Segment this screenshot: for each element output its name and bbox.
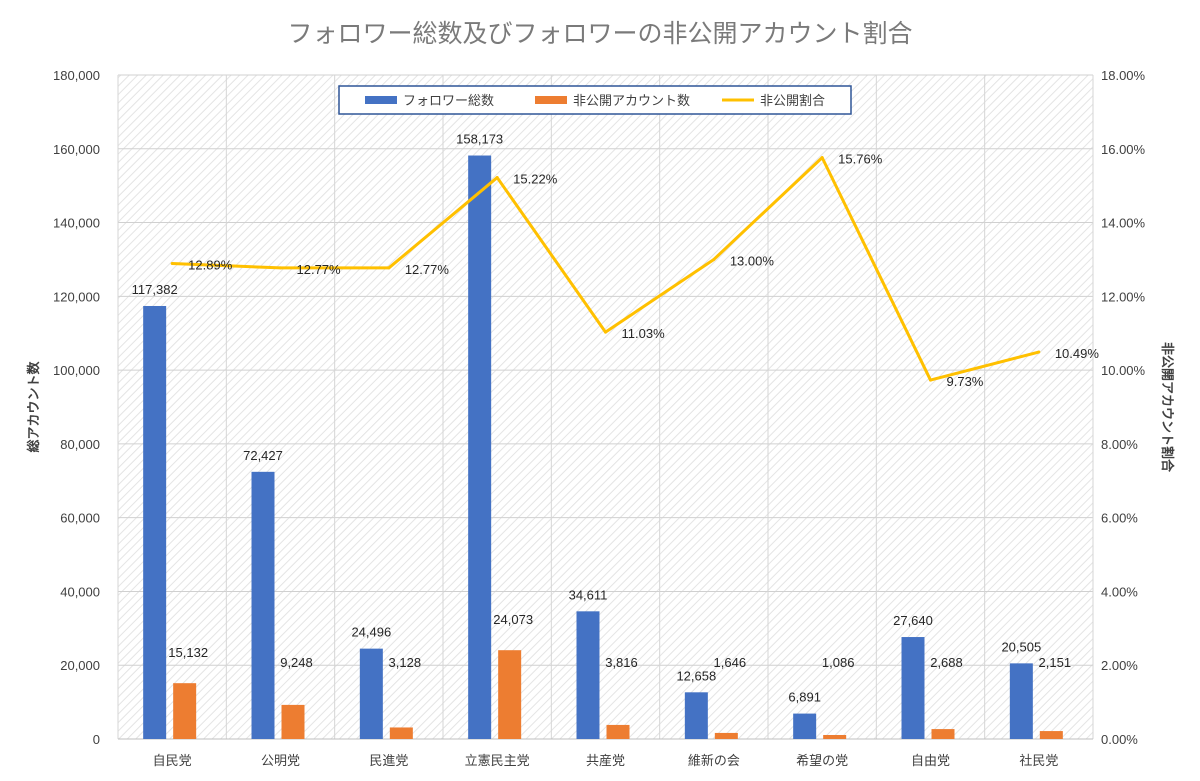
bar-data-label: 2,688 (930, 655, 963, 670)
y2-tick-label: 4.00% (1101, 584, 1138, 599)
y2-tick-label: 6.00% (1101, 511, 1138, 526)
bar-followers (143, 305, 167, 739)
legend-label: 非公開アカウント数 (573, 94, 690, 109)
bar-data-label: 27,640 (893, 613, 933, 628)
bar-followers (684, 692, 708, 739)
y2-tick-label: 0.00% (1101, 732, 1138, 747)
line-data-label: 11.03% (622, 326, 666, 341)
x-category-label: 公明党 (261, 754, 300, 769)
line-point (929, 378, 932, 382)
y-tick-label: 140,000 (53, 216, 100, 231)
bar-followers (1009, 663, 1033, 739)
legend-label: 非公開割合 (760, 93, 825, 109)
y-tick-label: 120,000 (53, 289, 100, 304)
bar-data-label: 20,505 (1001, 639, 1041, 654)
bar-data-label: 1,086 (822, 655, 855, 670)
bar-data-label: 24,073 (493, 612, 533, 627)
line-data-label: 12.77% (297, 262, 342, 277)
line-point (820, 156, 824, 160)
line-point (495, 176, 499, 180)
bar-private (823, 734, 847, 739)
bar-data-label: 2,151 (1039, 655, 1072, 670)
legend-box (338, 85, 852, 115)
line-data-label: 10.49% (1055, 346, 1100, 361)
legend-swatch (365, 96, 397, 104)
bar-data-label: 3,816 (605, 655, 638, 670)
bar-followers (901, 637, 925, 739)
x-category-label: 希望の党 (796, 753, 848, 769)
bar-data-label: 34,611 (569, 587, 608, 602)
y2-axis-title: 非公開アカウント割合 (1159, 342, 1175, 473)
line-data-label: 9.73% (947, 374, 984, 389)
legend-label: フォロワー総数 (403, 94, 494, 109)
bar-followers (251, 471, 275, 739)
x-category-label: 民進党 (369, 754, 408, 769)
bar-data-label: 117,382 (132, 282, 178, 297)
y2-tick-label: 16.00% (1101, 142, 1146, 157)
bar-data-label: 9,248 (280, 655, 313, 670)
y2-tick-label: 10.00% (1101, 363, 1146, 378)
bar-private (498, 650, 522, 739)
bar-followers (793, 713, 817, 739)
y-tick-label: 20,000 (60, 658, 100, 673)
y-tick-label: 80,000 (60, 437, 100, 452)
y2-tick-label: 2.00% (1101, 658, 1138, 673)
bar-data-label: 6,891 (788, 690, 821, 705)
bar-private (1039, 731, 1063, 739)
bar-data-label: 3,128 (389, 655, 422, 670)
y-tick-label: 100,000 (53, 363, 100, 378)
line-data-label: 15.22% (513, 172, 558, 187)
bar-private (714, 732, 738, 739)
bar-data-label: 72,427 (243, 448, 283, 463)
line-data-label: 13.00% (730, 253, 775, 268)
x-category-label: 維新の会 (688, 753, 740, 769)
bar-data-label: 1,646 (714, 655, 747, 670)
y2-tick-label: 12.00% (1101, 289, 1146, 304)
line-point (604, 330, 607, 334)
y2-tick-label: 18.00% (1101, 68, 1146, 83)
y-axis-title: 総アカウント数 (26, 361, 42, 453)
x-category-label: 共産党 (586, 753, 625, 769)
bar-followers (359, 648, 383, 739)
line-point (387, 266, 391, 270)
line-point (170, 262, 174, 266)
bar-private (389, 727, 413, 739)
y2-tick-label: 14.00% (1101, 216, 1146, 231)
bar-private (173, 683, 197, 739)
y-tick-label: 60,000 (60, 511, 100, 526)
y-tick-label: 180,000 (53, 68, 100, 83)
bar-data-label: 15,132 (168, 645, 208, 660)
line-point (279, 266, 282, 270)
x-category-label: 自由党 (911, 754, 950, 769)
chart-title: フォロワー総数及びフォロワーの非公開アカウント割合 (287, 19, 912, 48)
line-data-label: 15.76% (838, 152, 883, 167)
line-point (712, 257, 716, 261)
bar-private (606, 724, 630, 739)
bar-followers (576, 611, 600, 739)
x-category-label: 社民党 (1019, 753, 1058, 769)
y-tick-label: 0 (93, 732, 100, 747)
y-tick-label: 40,000 (60, 584, 100, 599)
line-data-label: 12.89% (188, 258, 233, 273)
bar-data-label: 24,496 (351, 625, 391, 640)
plot-area (118, 75, 1093, 739)
line-point (1037, 350, 1041, 354)
bar-followers (468, 155, 492, 739)
x-category-label: 自民党 (153, 754, 192, 769)
bar-data-label: 12,658 (676, 668, 716, 683)
bar-data-label: 158,173 (456, 132, 503, 147)
bar-private (931, 729, 955, 739)
y2-tick-label: 8.00% (1101, 437, 1138, 452)
bar-private (281, 704, 305, 739)
line-data-label: 12.77% (405, 262, 450, 277)
legend-swatch (535, 96, 567, 104)
x-category-label: 立憲民主党 (465, 753, 530, 769)
y-tick-label: 160,000 (53, 142, 100, 157)
